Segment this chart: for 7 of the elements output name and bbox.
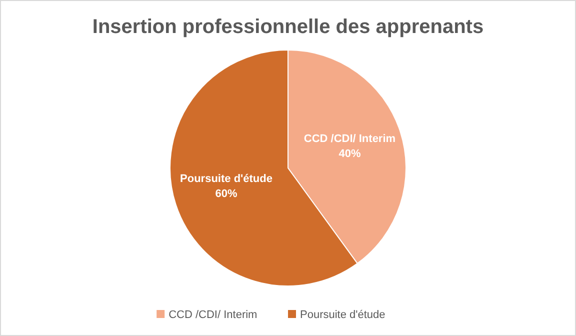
- data-label: 40%: [338, 148, 361, 160]
- slice-label: Poursuite d'étude: [180, 173, 273, 186]
- chart-title: Insertion professionnelle des apprenants: [92, 16, 484, 38]
- slice-label: CCD /CDI/ Interim: [304, 132, 396, 145]
- legend-label: Poursuite d'étude: [300, 309, 386, 321]
- data-label: 60%: [215, 188, 238, 200]
- legend-label: CCD /CDI/ Interim: [168, 309, 258, 321]
